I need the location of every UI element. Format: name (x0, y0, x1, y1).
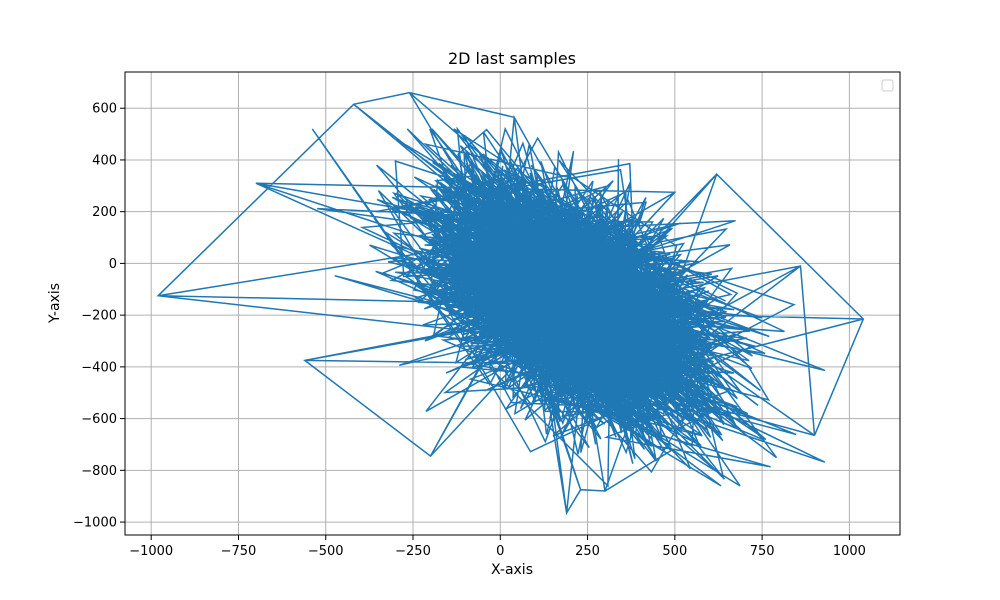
x-tick-label: 500 (662, 544, 687, 559)
y-tick-label: −1000 (73, 516, 117, 531)
x-tick-label: 250 (575, 544, 600, 559)
axes-frame (124, 71, 901, 536)
y-tick-label: −800 (81, 464, 117, 479)
chart-title: 2D last samples (448, 49, 576, 68)
y-tick-label: −600 (81, 412, 117, 427)
x-tick-label: 750 (750, 544, 775, 559)
plot-area (156, 91, 865, 516)
y-tick-label: 0 (109, 257, 117, 272)
y-tick-label: 200 (92, 205, 117, 220)
legend-box (881, 79, 894, 92)
x-tick-label: 0 (496, 544, 504, 559)
x-axis-label: X-axis (491, 562, 533, 578)
x-tick-label: −750 (221, 544, 257, 559)
y-axis-label: Y-axis (47, 283, 63, 324)
y-tick-label: 400 (92, 153, 117, 168)
x-tick-label: 1000 (833, 544, 866, 559)
series-line (156, 91, 865, 516)
x-tick-label: −1000 (129, 544, 173, 559)
y-tick-label: 600 (92, 102, 117, 117)
x-tick-label: −500 (308, 544, 344, 559)
x-tick-label: −250 (395, 544, 431, 559)
y-tick-label: −400 (81, 360, 117, 375)
y-tick-label: −200 (81, 309, 117, 324)
ticks: −1000 −750 −500 −250 0 250 500 750 1000 −1000 −800… (73, 102, 866, 559)
